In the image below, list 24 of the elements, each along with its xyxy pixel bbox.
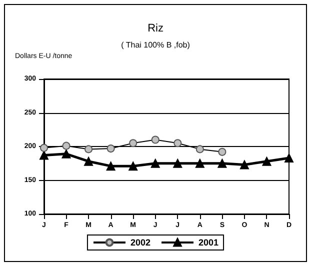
point <box>84 156 94 166</box>
point <box>106 162 116 171</box>
point <box>218 158 227 168</box>
point <box>129 139 138 148</box>
point <box>196 145 204 154</box>
point <box>151 136 160 144</box>
point <box>262 156 272 166</box>
point <box>150 158 160 168</box>
point <box>240 160 249 170</box>
point <box>84 145 93 154</box>
point <box>174 139 182 148</box>
point <box>40 150 48 160</box>
point <box>195 158 204 168</box>
point <box>218 148 226 156</box>
point <box>62 149 71 158</box>
point <box>106 144 115 153</box>
chart-title: Riz <box>148 22 164 34</box>
point <box>62 142 70 150</box>
point <box>128 162 138 171</box>
legend-label: 2001 <box>198 238 219 248</box>
point <box>284 153 294 162</box>
legend-label: 2002 <box>130 238 151 248</box>
point <box>173 158 182 168</box>
chart-subtitle: ( Thai 100% B ,fob) <box>121 40 190 50</box>
